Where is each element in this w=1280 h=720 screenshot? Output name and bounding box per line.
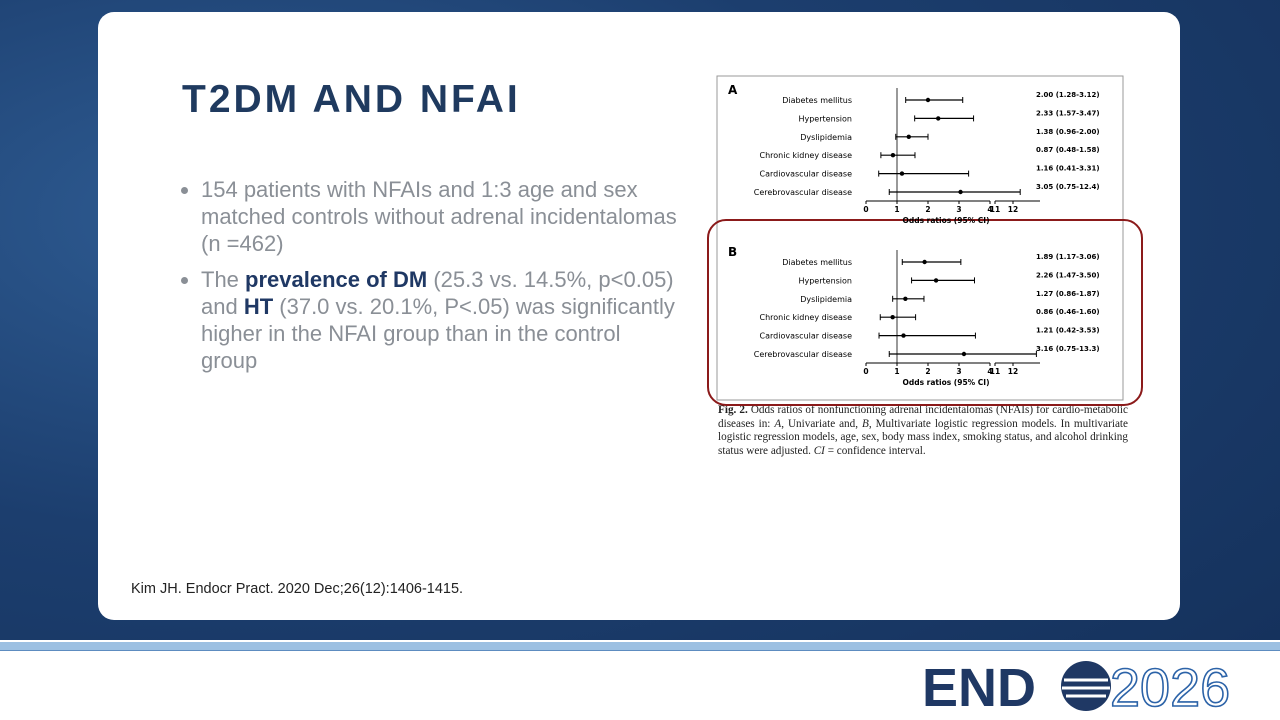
value-label: 3.16 (0.75-13.3) bbox=[1036, 345, 1100, 353]
point-estimate bbox=[925, 97, 931, 103]
caption-text: B bbox=[862, 417, 869, 430]
point-estimate bbox=[901, 333, 906, 338]
x-tick-label: 4 bbox=[987, 205, 992, 214]
bullet-text: (25.3 vs. 14.5%, p<0.05) and bbox=[201, 267, 674, 319]
category-label: Diabetes mellitus bbox=[782, 258, 852, 267]
caption-text: A bbox=[774, 417, 782, 430]
x-tick-label: 11 bbox=[990, 367, 1000, 376]
point-estimate bbox=[933, 278, 939, 283]
category-label: Cardiovascular disease bbox=[760, 332, 853, 341]
point-estimate bbox=[903, 296, 908, 301]
point-estimate bbox=[890, 315, 895, 320]
logo-left: END bbox=[922, 658, 1036, 718]
citation: Kim JH. Endocr Pract. 2020 Dec;26(12):14… bbox=[131, 581, 464, 597]
category-label: Dyslipidemia bbox=[800, 295, 852, 304]
bullet: 154 patients with NFAIs and 1:3 age and … bbox=[201, 176, 681, 257]
bullet-list: 154 patients with NFAIs and 1:3 age and … bbox=[180, 176, 681, 383]
caption-text: CI bbox=[813, 444, 825, 457]
x-tick-label: 0 bbox=[863, 367, 868, 376]
bullet-text: HT bbox=[243, 294, 274, 319]
x-tick-label: 0 bbox=[863, 205, 868, 214]
category-label: Chronic kidney disease bbox=[760, 151, 853, 160]
value-label: 1.16 (0.41-3.31) bbox=[1036, 165, 1100, 173]
caption-text: Fig. 2. bbox=[718, 404, 748, 416]
highlight-box bbox=[707, 219, 1143, 406]
panel-label: B bbox=[728, 245, 737, 259]
value-label: 2.33 (1.57-3.47) bbox=[1036, 109, 1100, 117]
footer-stripe bbox=[0, 642, 1280, 651]
category-label: Chronic kidney disease bbox=[760, 313, 853, 322]
point-estimate bbox=[890, 153, 896, 158]
value-label: 0.86 (0.46-1.60) bbox=[1036, 308, 1100, 316]
panel-label: A bbox=[728, 83, 738, 97]
point-estimate bbox=[961, 351, 967, 357]
point-estimate bbox=[899, 171, 905, 176]
x-tick-label: 3 bbox=[956, 205, 961, 214]
point-estimate bbox=[958, 189, 963, 195]
x-tick-label: 1 bbox=[894, 205, 899, 214]
figure-frame bbox=[716, 75, 1124, 401]
value-label: 1.38 (0.96-2.00) bbox=[1036, 128, 1100, 136]
value-label: 0.87 (0.48-1.58) bbox=[1036, 146, 1100, 154]
x-tick-label: 1 bbox=[894, 367, 899, 376]
point-estimate bbox=[922, 259, 927, 265]
value-label: 1.21 (0.42-3.53) bbox=[1036, 327, 1100, 335]
x-tick-label: 2 bbox=[925, 367, 930, 376]
category-label: Diabetes mellitus bbox=[782, 96, 852, 105]
bullet: The prevalence of DM (25.3 vs. 14.5%, p<… bbox=[201, 266, 681, 374]
bullet-text: The bbox=[201, 267, 246, 292]
value-label: 3.05 (0.75-12.4) bbox=[1036, 183, 1100, 191]
value-label: 1.27 (0.86-1.87) bbox=[1036, 290, 1100, 298]
point-estimate bbox=[906, 134, 911, 139]
category-label: Hypertension bbox=[798, 276, 852, 285]
category-label: Cerebrovascular disease bbox=[754, 350, 852, 359]
x-axis-title: Odds ratios (95% CI) bbox=[902, 378, 989, 387]
category-label: Cerebrovascular disease bbox=[754, 188, 852, 197]
bullet-text: prevalence of DM bbox=[245, 267, 428, 292]
x-tick-label: 12 bbox=[1008, 205, 1018, 214]
point-estimate bbox=[936, 116, 941, 121]
caption-text: , Univariate and, bbox=[781, 417, 862, 430]
caption-text: , Multivariate logistic regression model… bbox=[718, 417, 1128, 457]
logo-right: 2026 bbox=[1110, 658, 1230, 718]
caption-text: = confidence interval. bbox=[824, 444, 926, 457]
bullet-text: (37.0 vs. 20.1%, P<.05) was significantl… bbox=[201, 294, 675, 373]
slide-title: T2DM AND NFAI bbox=[182, 78, 521, 121]
category-label: Dyslipidemia bbox=[800, 133, 852, 142]
value-label: 2.26 (1.47-3.50) bbox=[1036, 271, 1100, 279]
value-label: 1.89 (1.17-3.06) bbox=[1036, 253, 1100, 261]
value-label: 2.00 (1.28-3.12) bbox=[1036, 91, 1100, 99]
category-label: Cardiovascular disease bbox=[760, 170, 853, 179]
x-tick-label: 12 bbox=[1008, 367, 1018, 376]
caption-text: Odds ratios of nonfunctioning adrenal in… bbox=[718, 404, 1128, 430]
bullet-text: 154 patients with NFAIs and 1:3 age and … bbox=[201, 177, 677, 256]
figure-caption: Fig. 2. Odds ratios of nonfunctioning ad… bbox=[718, 404, 1128, 458]
logo-globe bbox=[1061, 661, 1111, 711]
category-label: Hypertension bbox=[798, 114, 852, 123]
x-tick-label: 11 bbox=[990, 205, 1000, 214]
x-tick-label: 4 bbox=[987, 367, 992, 376]
x-tick-label: 2 bbox=[925, 205, 930, 214]
x-tick-label: 3 bbox=[956, 367, 961, 376]
x-axis-title: Odds ratios (95% CI) bbox=[902, 216, 989, 225]
